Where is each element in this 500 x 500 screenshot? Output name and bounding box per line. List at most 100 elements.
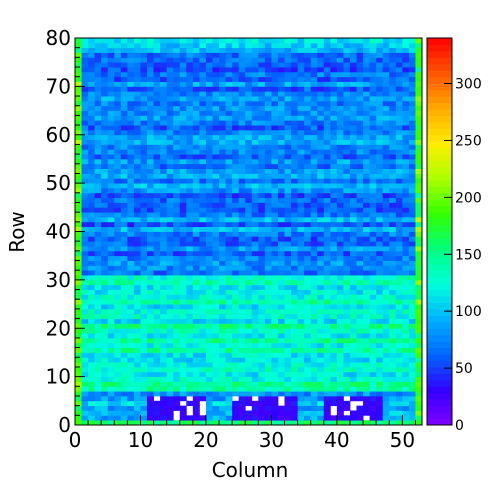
heatmap-cell — [304, 395, 312, 402]
heatmap-cell — [336, 308, 344, 315]
heatmap-cell — [205, 323, 213, 329]
heatmap-cell — [304, 323, 312, 329]
heatmap-cell — [376, 134, 384, 140]
heatmap-cell — [225, 178, 233, 184]
heatmap-cell — [284, 120, 292, 126]
heatmap-cell — [94, 221, 102, 228]
color-scale-segment — [427, 418, 452, 426]
heatmap-cell — [304, 362, 312, 368]
heatmap-cell — [251, 67, 259, 73]
heatmap-cell — [101, 275, 109, 281]
heatmap-cell — [192, 154, 200, 160]
color-scale-segment — [427, 328, 452, 336]
heatmap-cell — [271, 362, 279, 368]
heatmap-cell — [310, 231, 318, 237]
heatmap-cell — [232, 67, 240, 73]
heatmap-cell — [336, 57, 344, 63]
heatmap-cell — [258, 299, 266, 305]
heatmap-cell — [179, 38, 187, 44]
heatmap-cell — [356, 42, 364, 49]
heatmap-cell — [192, 57, 200, 63]
heatmap-cell — [363, 47, 371, 53]
heatmap-cell — [192, 187, 200, 194]
heatmap-cell — [147, 207, 154, 213]
heatmap-cell — [153, 250, 161, 257]
heatmap-cell — [192, 391, 200, 397]
heatmap-cell — [251, 76, 259, 82]
heatmap-cell — [356, 304, 364, 310]
heatmap-cell — [186, 105, 194, 111]
heatmap-cell — [205, 265, 213, 271]
heatmap-cell — [232, 125, 240, 131]
heatmap-cell — [264, 362, 272, 368]
heatmap-cell — [219, 57, 226, 63]
heatmap-cell — [323, 62, 331, 68]
heatmap-cell — [343, 333, 351, 339]
heatmap-cell — [238, 420, 246, 426]
heatmap-cell — [225, 318, 233, 324]
color-scale-segment — [427, 192, 452, 200]
heatmap-cell — [277, 246, 285, 252]
heatmap-cell — [310, 347, 318, 353]
heatmap-cell — [212, 129, 220, 136]
heatmap-cell — [277, 86, 285, 92]
heatmap-cell — [140, 299, 148, 305]
heatmap-cell — [114, 289, 122, 295]
heatmap-cell — [317, 391, 325, 397]
heatmap-cell — [323, 96, 331, 102]
heatmap-cell — [258, 265, 266, 271]
heatmap-cell — [277, 168, 285, 174]
heatmap-cell — [402, 52, 410, 58]
heatmap-cell — [192, 67, 200, 73]
heatmap-cell — [304, 371, 312, 378]
heatmap-cell — [81, 125, 89, 131]
heatmap-cell — [81, 284, 89, 290]
heatmap-cell — [245, 400, 253, 407]
heatmap-cell — [291, 96, 299, 102]
heatmap-cell — [238, 202, 246, 208]
heatmap-cell — [94, 333, 102, 339]
heatmap-cell — [120, 236, 128, 242]
heatmap-cell — [389, 149, 397, 155]
heatmap-cell — [363, 333, 371, 339]
heatmap-cell — [408, 38, 416, 44]
heatmap-cell — [336, 62, 344, 68]
heatmap-cell — [356, 183, 364, 189]
heatmap-cell — [402, 308, 410, 315]
heatmap-cell — [160, 376, 168, 382]
heatmap-cell — [75, 158, 82, 165]
heatmap-cell — [120, 125, 128, 131]
heatmap-cell — [101, 144, 109, 150]
heatmap-cell — [330, 415, 338, 421]
heatmap-cell — [88, 410, 96, 416]
heatmap-cell — [330, 187, 338, 194]
heatmap-cell — [81, 158, 89, 165]
heatmap-cell — [402, 67, 410, 73]
heatmap-cell — [101, 216, 109, 223]
heatmap-cell — [369, 352, 377, 358]
heatmap-cell — [258, 308, 266, 315]
heatmap-cell — [277, 250, 285, 257]
heatmap-cell — [258, 216, 266, 223]
heatmap-cell — [133, 120, 141, 126]
heatmap-cell — [369, 76, 377, 82]
heatmap-cell — [336, 221, 344, 228]
heatmap-cell — [140, 207, 148, 213]
heatmap-cell — [133, 81, 141, 87]
heatmap-cell — [140, 337, 148, 344]
heatmap-cell — [81, 221, 89, 228]
heatmap-cell — [186, 337, 194, 344]
heatmap-cell — [415, 231, 423, 237]
heatmap-cell — [205, 62, 213, 68]
heatmap-cell — [88, 270, 96, 276]
heatmap-cell — [160, 299, 168, 305]
heatmap-cell — [107, 366, 115, 373]
heatmap-cell — [264, 289, 272, 295]
heatmap-cell — [205, 231, 213, 237]
heatmap-cell — [179, 168, 187, 174]
heatmap-cell — [310, 91, 318, 97]
heatmap-cell — [349, 284, 357, 290]
heatmap-cell — [192, 415, 200, 421]
heatmap-cell — [173, 197, 181, 203]
heatmap-cell — [232, 192, 240, 199]
